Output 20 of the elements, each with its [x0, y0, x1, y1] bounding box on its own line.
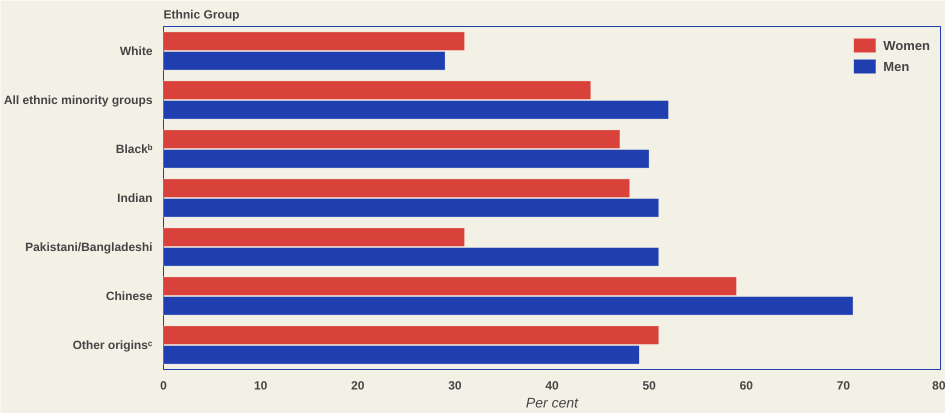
legend-label: Men — [883, 58, 910, 74]
x-tick-label: 60 — [740, 378, 754, 392]
x-tick-label: 0 — [160, 378, 168, 392]
x-axis-title: Per cent — [526, 394, 580, 410]
y-axis-title: Ethnic Group — [164, 8, 240, 22]
x-tick-label: 50 — [642, 378, 656, 392]
x-tick-label: 70 — [836, 378, 850, 392]
y-tick-label: Pakistani/Bangladeshi — [25, 240, 153, 254]
x-tick-label: 10 — [254, 378, 268, 392]
x-tick-label: 30 — [448, 378, 462, 392]
y-tick-label: White — [120, 44, 153, 58]
legend-label: Women — [883, 38, 930, 52]
y-tick-label: Other originsᶜ — [72, 338, 153, 352]
y-tick-label: All ethnic minority groups — [4, 93, 153, 107]
x-tick-label: 80 — [932, 378, 945, 392]
y-tick-label: Indian — [117, 191, 153, 205]
x-tick-label: 20 — [351, 378, 365, 392]
x-tick-label: 40 — [545, 378, 559, 392]
y-tick-label: Blackᵇ — [116, 142, 153, 156]
y-tick-label: Chinese — [106, 289, 153, 303]
